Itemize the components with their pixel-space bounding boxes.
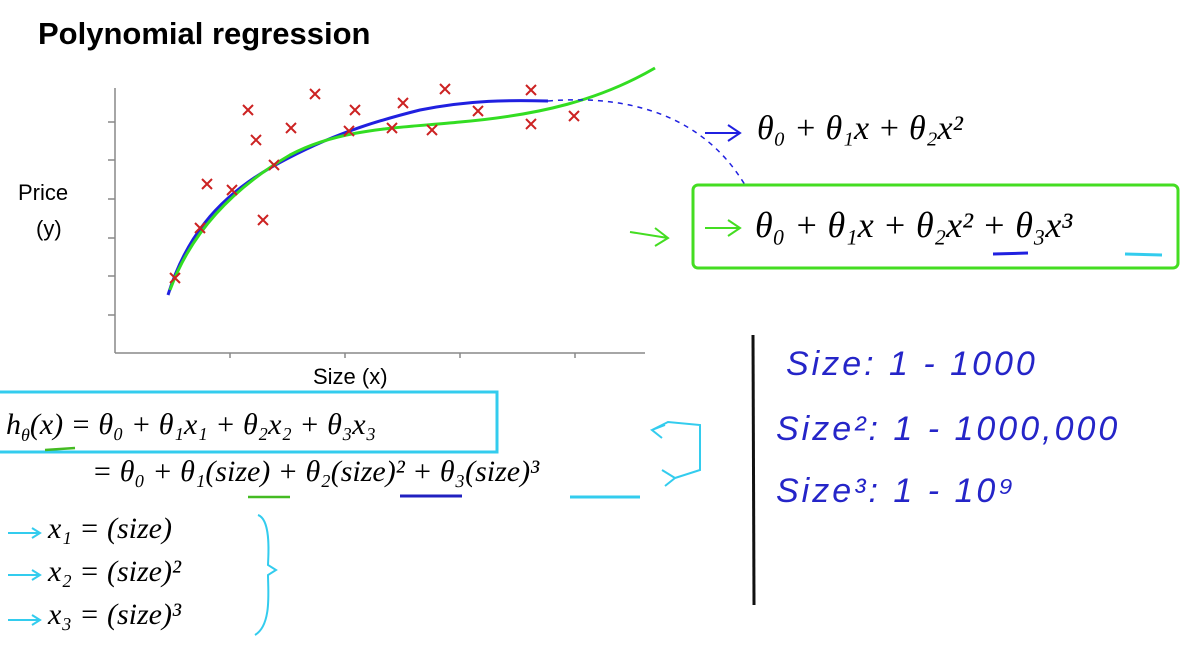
cross [525,118,537,130]
y-label: Price [18,180,69,205]
cross [169,272,181,284]
hypothesis: θ₀ + θ₁x + θ₂x² + θ₃x³ [755,205,1073,245]
cross [268,159,280,171]
cross [426,124,438,136]
divider [751,334,756,606]
highlight-box [691,183,1180,270]
bracket-arrow [650,420,701,487]
cross [397,97,409,109]
y-label: (y) [36,216,62,241]
hypothesis: θ₀ + θ₁x + θ₂x² [757,110,963,147]
underline [1124,252,1163,257]
cross [472,105,484,117]
cross [194,222,206,234]
cross [349,104,361,116]
brace [254,514,278,636]
cross [242,104,254,116]
x-label: Size (x) [313,364,388,389]
eq-part: h [6,408,21,441]
equation: = θ₀ + θ₁(size) + θ₂(size)² + θ₃(size)³ [92,455,540,488]
note: Size: 1 - 1000 [786,345,1038,383]
note: Size²: 1 - 1000,000 [776,410,1121,448]
arrow [629,227,670,247]
cross [285,122,297,134]
note: Size³: 1 - 10⁹ [776,472,1017,510]
cross [201,178,213,190]
cross [439,83,451,95]
axes [108,88,645,358]
cross [386,122,398,134]
dashed-arrow [547,99,746,186]
equation: hθ(x) = θ₀ + θ₁x₁ + θ₂x₂ + θ₃x₃ [6,408,376,446]
cross [525,84,537,96]
arrow [705,124,742,142]
feature: x₁ = (size) [48,512,172,545]
underline [44,446,76,452]
highlight-box [0,390,499,454]
cross [343,125,355,137]
arrow [705,219,742,237]
title: Polynomial regression [38,16,371,51]
eq-sub: θ [21,425,30,445]
cubic-fit [168,66,656,291]
feature-arrows [8,527,42,626]
cross [568,110,580,122]
feature: x₂ = (size)² [48,555,181,588]
cross [309,88,321,100]
quadratic-fit [166,99,549,296]
eq-part: (x) = θ₀ + θ₁x₁ + θ₂x₂ + θ₃x₃ [29,408,377,441]
data-points [169,83,580,284]
underline [992,251,1029,256]
cross [250,134,262,146]
cross [226,184,238,196]
cross [257,214,269,226]
feature: x₃ = (size)³ [48,598,181,631]
